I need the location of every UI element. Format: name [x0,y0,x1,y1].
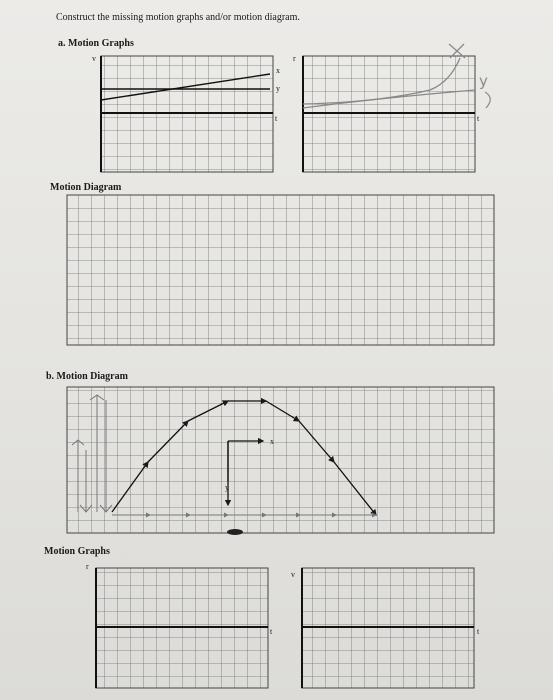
part-a-heading: a. Motion Graphs [58,38,134,49]
graph-a-right-y-axis-label: r [293,54,296,63]
graph-b-right-y-axis-label: v [291,570,295,579]
graph-b-left [95,567,269,689]
graph-a-right [302,55,476,173]
graph-b-right [301,567,475,689]
motion-diagram-b [66,386,495,535]
graph-a-left-y-axis-label: v [92,54,96,63]
graph-b-left-t-axis-label: t [270,627,273,636]
motion-diagram-y-axis-label: y [225,483,229,492]
graph-a-right-t-axis-label: t [477,114,480,123]
handwritten-y-label: y [479,72,488,90]
motion-diagram-a-heading: Motion Diagram [50,182,122,193]
graph-a-left [100,55,274,173]
part-b-heading: b. Motion Diagram [46,371,128,382]
graph-b-right-t-axis-label: t [477,627,480,636]
graph-a-left-line-label-y: y [276,84,280,93]
instructions-text: Construct the missing motion graphs and/… [56,12,300,23]
motion-graphs-b-heading: Motion Graphs [44,546,110,557]
handwritten-bracket-mark [484,91,491,109]
graph-b-left-y-axis-label: r [86,562,89,571]
motion-diagram-x-axis-label: x [270,437,274,446]
graph-a-left-line-label-x: x [276,66,280,75]
handwritten-x-mark [448,43,466,59]
motion-diagram-grid-a [66,194,495,346]
graph-a-left-t-axis-label: t [275,114,278,123]
